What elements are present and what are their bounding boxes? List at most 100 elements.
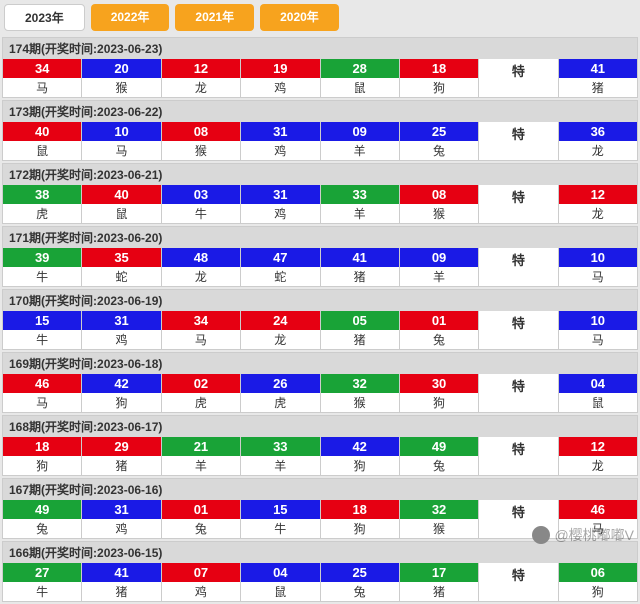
special-cell: 特 bbox=[479, 59, 558, 97]
number-cell: 17猪 bbox=[400, 563, 479, 601]
year-tab-0[interactable]: 2023年 bbox=[4, 4, 85, 31]
cell-number: 35 bbox=[82, 248, 160, 267]
cell-number: 32 bbox=[321, 374, 399, 393]
cell-number: 41 bbox=[321, 248, 399, 267]
number-cell: 21羊 bbox=[162, 437, 241, 475]
period-header: 169期(开奖时间:2023-06-18) bbox=[3, 353, 637, 374]
year-tab-1[interactable]: 2022年 bbox=[91, 4, 170, 31]
number-cell: 12龙 bbox=[559, 185, 637, 223]
cell-number: 27 bbox=[3, 563, 81, 582]
period-3: 171期(开奖时间:2023-06-20)39牛35蛇48龙47蛇41猪09羊特… bbox=[2, 226, 638, 287]
cell-label: 虎 bbox=[241, 393, 319, 412]
cell-number: 30 bbox=[400, 374, 478, 393]
cell-number: 17 bbox=[400, 563, 478, 582]
cell-number: 48 bbox=[162, 248, 240, 267]
cell-label: 猪 bbox=[82, 582, 160, 601]
cell-label: 猪 bbox=[321, 330, 399, 349]
cell-label: 鼠 bbox=[82, 204, 160, 223]
cell-label: 羊 bbox=[321, 204, 399, 223]
cell-label: 马 bbox=[162, 330, 240, 349]
number-cell: 10马 bbox=[559, 311, 637, 349]
cell-number: 特 bbox=[479, 122, 557, 145]
period-0: 174期(开奖时间:2023-06-23)34马20猴12龙19鸡28鼠18狗特… bbox=[2, 37, 638, 98]
cell-label: 鼠 bbox=[241, 582, 319, 601]
period-header: 168期(开奖时间:2023-06-17) bbox=[3, 416, 637, 437]
number-cell: 12龙 bbox=[559, 437, 637, 475]
period-header: 173期(开奖时间:2023-06-22) bbox=[3, 101, 637, 122]
special-cell: 特 bbox=[479, 374, 558, 412]
number-cell: 38虎 bbox=[3, 185, 82, 223]
number-cell: 42狗 bbox=[321, 437, 400, 475]
cell-number: 08 bbox=[162, 122, 240, 141]
year-tab-2[interactable]: 2021年 bbox=[175, 4, 254, 31]
number-cell: 01兔 bbox=[162, 500, 241, 538]
cell-label: 狗 bbox=[321, 519, 399, 538]
cell-number: 31 bbox=[241, 185, 319, 204]
cell-label: 牛 bbox=[162, 204, 240, 223]
cell-label: 鼠 bbox=[321, 78, 399, 97]
period-8: 166期(开奖时间:2023-06-15)27牛41猪07鸡04鼠25兔17猪特… bbox=[2, 541, 638, 602]
cell-label: 狗 bbox=[3, 456, 81, 475]
cell-label: 猴 bbox=[321, 393, 399, 412]
cell-number: 10 bbox=[559, 311, 637, 330]
cell-label: 鼠 bbox=[3, 141, 81, 160]
cell-label: 马 bbox=[3, 393, 81, 412]
number-cell: 18狗 bbox=[400, 59, 479, 97]
cell-label: 龙 bbox=[241, 330, 319, 349]
number-cell: 39牛 bbox=[3, 248, 82, 286]
cell-number: 12 bbox=[162, 59, 240, 78]
period-header: 166期(开奖时间:2023-06-15) bbox=[3, 542, 637, 563]
number-cell: 41猪 bbox=[82, 563, 161, 601]
cell-number: 36 bbox=[559, 122, 637, 141]
cell-label: 马 bbox=[3, 78, 81, 97]
cell-label: 猪 bbox=[321, 267, 399, 286]
cell-label bbox=[479, 145, 557, 147]
cell-label: 虎 bbox=[3, 204, 81, 223]
number-cell: 40鼠 bbox=[3, 122, 82, 160]
number-cell: 33羊 bbox=[321, 185, 400, 223]
number-cell: 41猪 bbox=[321, 248, 400, 286]
cell-label: 鸡 bbox=[241, 204, 319, 223]
number-cell: 26虎 bbox=[241, 374, 320, 412]
cell-label: 猪 bbox=[559, 78, 637, 97]
number-cell: 10马 bbox=[82, 122, 161, 160]
cell-label: 蛇 bbox=[241, 267, 319, 286]
cell-number: 20 bbox=[82, 59, 160, 78]
cell-label: 马 bbox=[82, 141, 160, 160]
period-header: 171期(开奖时间:2023-06-20) bbox=[3, 227, 637, 248]
cell-number: 07 bbox=[162, 563, 240, 582]
cell-label: 虎 bbox=[162, 393, 240, 412]
cell-label: 鸡 bbox=[241, 78, 319, 97]
cell-number: 41 bbox=[82, 563, 160, 582]
cell-number: 41 bbox=[559, 59, 637, 78]
special-cell: 特 bbox=[479, 563, 558, 601]
cell-label: 龙 bbox=[559, 456, 637, 475]
cell-label: 鼠 bbox=[559, 393, 637, 412]
cell-number: 05 bbox=[321, 311, 399, 330]
cell-label: 龙 bbox=[162, 267, 240, 286]
watermark-avatar-icon bbox=[532, 526, 550, 544]
number-cell: 49兔 bbox=[400, 437, 479, 475]
number-cell: 04鼠 bbox=[559, 374, 637, 412]
cell-label: 猴 bbox=[162, 141, 240, 160]
cell-number: 19 bbox=[241, 59, 319, 78]
cell-number: 28 bbox=[321, 59, 399, 78]
cell-number: 34 bbox=[162, 311, 240, 330]
cell-label: 羊 bbox=[321, 141, 399, 160]
number-cell: 47蛇 bbox=[241, 248, 320, 286]
cell-number: 31 bbox=[82, 311, 160, 330]
number-cell: 15牛 bbox=[241, 500, 320, 538]
year-tab-3[interactable]: 2020年 bbox=[260, 4, 339, 31]
cell-label: 猴 bbox=[400, 519, 478, 538]
period-6: 168期(开奖时间:2023-06-17)18狗29猪21羊33羊42狗49兔特… bbox=[2, 415, 638, 476]
cell-label: 猴 bbox=[400, 204, 478, 223]
cell-number: 特 bbox=[479, 500, 557, 523]
number-cell: 40鼠 bbox=[82, 185, 161, 223]
cell-number: 15 bbox=[3, 311, 81, 330]
period-row: 40鼠10马08猴31鸡09羊25兔特36龙 bbox=[3, 122, 637, 160]
cell-label: 牛 bbox=[3, 267, 81, 286]
cell-number: 特 bbox=[479, 311, 557, 334]
cell-number: 特 bbox=[479, 185, 557, 208]
special-cell: 特 bbox=[479, 437, 558, 475]
cell-number: 09 bbox=[321, 122, 399, 141]
